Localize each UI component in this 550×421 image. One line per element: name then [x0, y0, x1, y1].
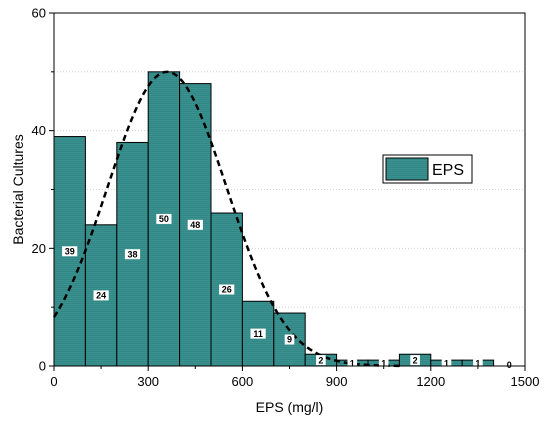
- data-label-bg: [284, 334, 295, 345]
- legend: EPS: [382, 154, 473, 184]
- data-label-bg: [504, 360, 515, 370]
- normal-fit-curve: [52, 70, 403, 368]
- data-label-bg: [187, 219, 203, 230]
- data-label: 1: [381, 358, 386, 368]
- x-tick-label: 900: [326, 374, 348, 389]
- data-label-group: 26: [219, 284, 235, 295]
- data-label-group: 1: [473, 358, 483, 368]
- bars-layer: [53, 71, 495, 367]
- data-label-group: 39: [62, 246, 78, 257]
- y-axis-title: Bacterial Cultures: [10, 134, 26, 245]
- data-label-group: 1: [441, 358, 452, 369]
- data-label-bg: [473, 358, 483, 369]
- y-tick-label: 60: [32, 6, 46, 21]
- data-label: 48: [190, 220, 200, 230]
- data-label: 2: [413, 355, 418, 365]
- data-label-group: 1: [347, 358, 358, 369]
- x-tick-label: 0: [50, 374, 57, 389]
- data-label-bg: [62, 246, 78, 257]
- x-tick-label: 1500: [511, 374, 540, 389]
- data-label-group: 48: [187, 219, 203, 230]
- data-label: 1: [475, 358, 480, 368]
- legend-label: EPS: [432, 162, 464, 179]
- data-label-bg: [347, 358, 358, 369]
- data-label-group: 0: [504, 360, 515, 370]
- data-label-bg: [124, 249, 141, 260]
- x-tick-label: 300: [137, 374, 159, 389]
- data-label: 24: [96, 291, 106, 301]
- data-label-bg: [250, 328, 266, 339]
- fit-curve-layer: [52, 70, 403, 368]
- data-label-group: 1: [378, 358, 389, 369]
- data-label-bg: [441, 358, 452, 369]
- data-label: 1: [350, 358, 355, 368]
- data-label-group: 38: [124, 249, 141, 260]
- data-label: 2: [318, 355, 323, 365]
- data-label-group: 50: [156, 213, 172, 224]
- data-label-bg: [316, 355, 326, 366]
- data-label-bg: [93, 290, 109, 301]
- data-label: 38: [127, 249, 137, 259]
- data-label: 26: [222, 285, 232, 295]
- data-label-bg: [219, 284, 235, 295]
- data-label: 9: [287, 335, 292, 345]
- y-tick-label: 40: [32, 123, 46, 138]
- x-tick-label: 600: [232, 374, 254, 389]
- y-tick-label: 20: [32, 241, 46, 256]
- data-label-group: 24: [93, 290, 109, 301]
- data-label-bg: [378, 358, 389, 369]
- data-label: 11: [253, 329, 263, 339]
- data-label: 1: [444, 358, 449, 368]
- data-label-bg: [410, 355, 420, 366]
- data-label-group: 9: [284, 334, 295, 345]
- data-label-group: 2: [410, 355, 420, 365]
- data-label: 39: [65, 246, 75, 256]
- data-label-group: 11: [250, 328, 266, 339]
- y-tick-label: 0: [39, 359, 46, 374]
- x-axis-title: EPS (mg/l): [256, 399, 324, 415]
- legend-swatch: [385, 157, 429, 181]
- x-tick-label: 1200: [416, 374, 445, 389]
- data-label-group: 2: [316, 355, 326, 365]
- data-label: 50: [159, 214, 169, 224]
- data-label: 0: [507, 360, 512, 370]
- data-label-bg: [156, 213, 172, 224]
